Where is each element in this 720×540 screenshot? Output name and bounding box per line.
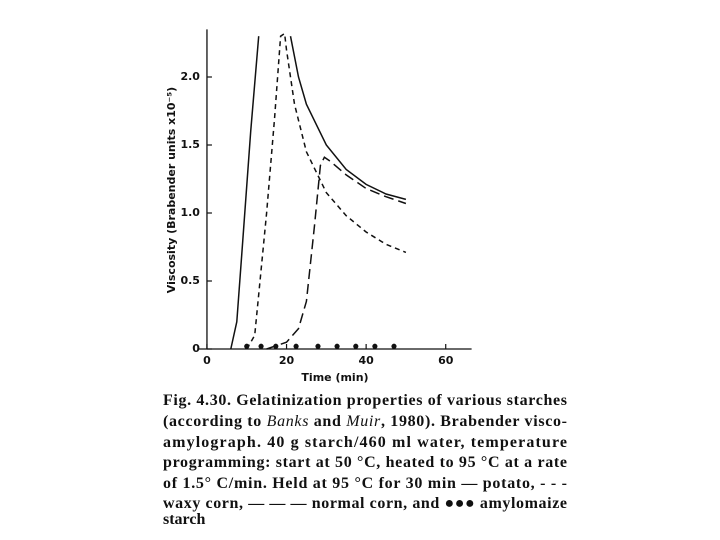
series-line bbox=[230, 36, 407, 350]
x-tick-label: 0 bbox=[203, 354, 211, 367]
caption-text: of 1.5° C/min. Held at 95 °C for 30 min … bbox=[163, 475, 567, 492]
y-tick-label: 1.0 bbox=[180, 206, 200, 219]
data-point bbox=[293, 343, 299, 349]
caption-text: starch bbox=[163, 511, 205, 528]
caption-line: of 1.5° C/min. Held at 95 °C for 30 min … bbox=[163, 475, 567, 492]
caption-line: (according to Banks and Muir, 1980). Bra… bbox=[163, 413, 567, 430]
data-point bbox=[391, 343, 397, 349]
data-point bbox=[372, 343, 378, 349]
caption-text: Fig. 4.30. bbox=[163, 392, 231, 409]
caption-line: starch bbox=[163, 511, 205, 528]
caption-text: , 1980). Brabender visco- bbox=[381, 413, 567, 430]
caption-text: (according to bbox=[163, 413, 266, 430]
series-line bbox=[266, 156, 407, 350]
y-axis-title: Viscosity (Brabender units x10⁻⁵) bbox=[165, 87, 178, 293]
caption-line: programming: start at 50 °C, heated to 9… bbox=[163, 454, 567, 471]
caption-text: and bbox=[309, 413, 345, 430]
caption-text: waxy corn, — — — normal corn, and ●●● am… bbox=[163, 495, 567, 512]
x-axis-title: Time (min) bbox=[301, 371, 368, 384]
caption-line: waxy corn, — — — normal corn, and ●●● am… bbox=[163, 495, 567, 512]
data-point bbox=[334, 343, 340, 349]
series-line bbox=[246, 32, 407, 350]
caption-line: Fig. 4.30. Gelatinization properties of … bbox=[163, 392, 567, 409]
x-tick-label: 40 bbox=[358, 354, 374, 367]
y-tick-label: 2.0 bbox=[180, 70, 200, 83]
caption-line: amylograph. 40 g starch/460 ml water, te… bbox=[163, 434, 567, 451]
data-point bbox=[315, 343, 321, 349]
data-point bbox=[353, 343, 359, 349]
y-tick-label: 1.5 bbox=[180, 138, 200, 151]
data-point bbox=[273, 343, 279, 349]
caption: Fig. 4.30. Gelatinization properties of … bbox=[163, 392, 567, 528]
data-point bbox=[258, 343, 264, 349]
x-tick-label: 60 bbox=[438, 354, 454, 367]
data-point bbox=[244, 343, 250, 349]
caption-text: programming: start at 50 °C, heated to 9… bbox=[163, 454, 567, 471]
caption-text: Gelatinization properties of various sta… bbox=[232, 392, 567, 409]
caption-text: amylograph. 40 g starch/460 ml water, te… bbox=[163, 434, 567, 451]
y-tick-label: 0 bbox=[192, 342, 200, 355]
y-tick-label: 0.5 bbox=[180, 274, 200, 287]
caption-text: Muir bbox=[345, 413, 381, 430]
x-tick-label: 20 bbox=[279, 354, 295, 367]
caption-text: Banks bbox=[267, 413, 309, 430]
